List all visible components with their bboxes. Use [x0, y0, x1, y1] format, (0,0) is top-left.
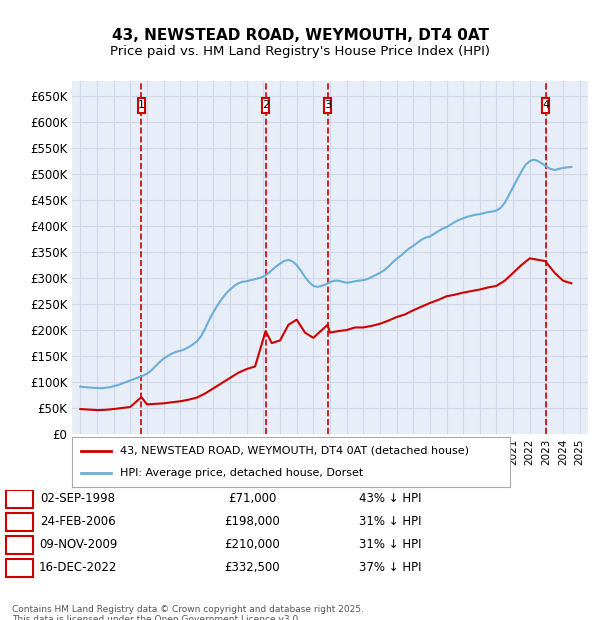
Text: 4: 4	[542, 100, 549, 110]
Text: 09-NOV-2009: 09-NOV-2009	[39, 538, 117, 551]
Text: 3: 3	[324, 100, 331, 110]
Text: 43, NEWSTEAD ROAD, WEYMOUTH, DT4 0AT (detached house): 43, NEWSTEAD ROAD, WEYMOUTH, DT4 0AT (de…	[120, 446, 469, 456]
Text: £71,000: £71,000	[228, 492, 276, 505]
Text: HPI: Average price, detached house, Dorset: HPI: Average price, detached house, Dors…	[120, 468, 364, 478]
Text: 02-SEP-1998: 02-SEP-1998	[41, 492, 115, 505]
Text: 2: 2	[16, 515, 23, 528]
Text: 37% ↓ HPI: 37% ↓ HPI	[359, 561, 421, 574]
FancyBboxPatch shape	[542, 97, 549, 113]
Text: 43, NEWSTEAD ROAD, WEYMOUTH, DT4 0AT: 43, NEWSTEAD ROAD, WEYMOUTH, DT4 0AT	[112, 28, 488, 43]
Text: 2: 2	[262, 100, 269, 110]
FancyBboxPatch shape	[6, 559, 33, 577]
Text: 43% ↓ HPI: 43% ↓ HPI	[359, 492, 421, 505]
Text: 1: 1	[138, 100, 145, 110]
Text: Contains HM Land Registry data © Crown copyright and database right 2025.
This d: Contains HM Land Registry data © Crown c…	[12, 604, 364, 620]
FancyBboxPatch shape	[6, 490, 33, 508]
Text: 16-DEC-2022: 16-DEC-2022	[39, 561, 117, 574]
FancyBboxPatch shape	[6, 536, 33, 554]
FancyBboxPatch shape	[138, 97, 145, 113]
Text: 24-FEB-2006: 24-FEB-2006	[40, 515, 116, 528]
FancyBboxPatch shape	[324, 97, 331, 113]
Text: 1: 1	[16, 492, 23, 505]
FancyBboxPatch shape	[6, 513, 33, 531]
Text: 4: 4	[16, 561, 23, 574]
Text: 31% ↓ HPI: 31% ↓ HPI	[359, 515, 421, 528]
Text: Price paid vs. HM Land Registry's House Price Index (HPI): Price paid vs. HM Land Registry's House …	[110, 45, 490, 58]
Text: 3: 3	[16, 538, 23, 551]
Text: £332,500: £332,500	[224, 561, 280, 574]
Text: 31% ↓ HPI: 31% ↓ HPI	[359, 538, 421, 551]
FancyBboxPatch shape	[262, 97, 269, 113]
Text: £210,000: £210,000	[224, 538, 280, 551]
Text: £198,000: £198,000	[224, 515, 280, 528]
